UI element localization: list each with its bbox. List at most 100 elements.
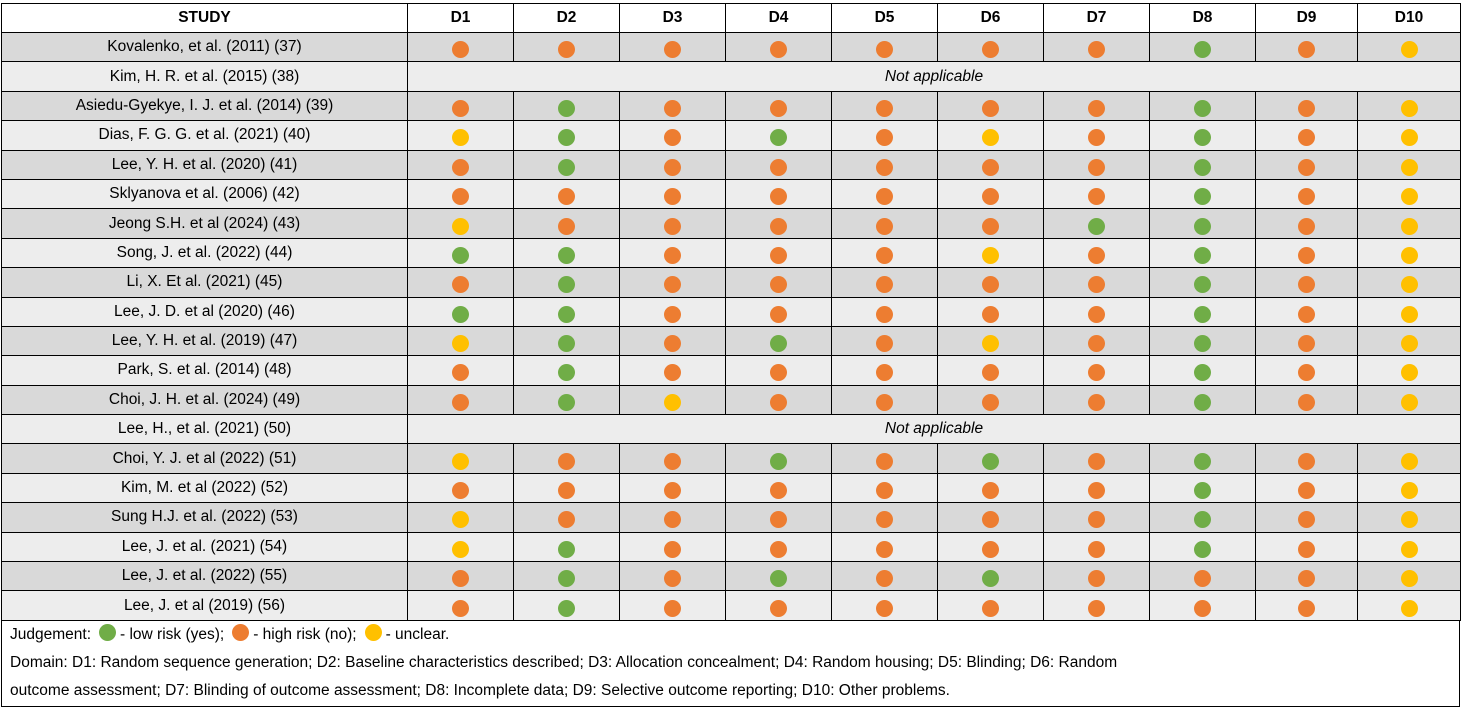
table-row: Jeong S.H. et al (2024) (43)	[1, 208, 1461, 239]
high-risk-dot-icon	[770, 482, 787, 500]
high-risk-dot-icon	[1298, 364, 1315, 382]
high-risk-dot-icon	[876, 217, 893, 235]
high-risk-dot-icon	[1088, 599, 1105, 617]
table-row: Lee, J. et al (2019) (56)	[1, 590, 1461, 621]
high-risk-dot-icon	[876, 99, 893, 117]
judgement-cell-d10	[1357, 355, 1461, 386]
judgement-cell-d5	[831, 90, 938, 122]
high-risk-dot-icon	[558, 188, 575, 206]
judgement-cell-d8	[1149, 355, 1256, 386]
high-risk-dot-icon	[876, 305, 893, 323]
low-risk-dot-icon	[770, 570, 787, 588]
judgement-cell-d10	[1357, 325, 1461, 357]
judgement-cell-d9	[1255, 296, 1358, 327]
high-risk-dot-icon	[770, 188, 787, 206]
study-name: Lee, J. et al (2019) (56)	[1, 590, 408, 621]
judgement-cell-d9	[1255, 590, 1358, 621]
table-row: Sung H.J. et al. (2022) (53)	[1, 502, 1461, 533]
high-risk-dot-icon	[452, 482, 469, 500]
high-risk-dot-icon	[982, 599, 999, 617]
judgement-cell-d2	[513, 296, 620, 327]
high-risk-dot-icon	[876, 129, 893, 147]
header-d10: D10	[1357, 3, 1461, 33]
judgement-cell-d9	[1255, 355, 1358, 386]
table-row: Dias, F. G. G. et al. (2021) (40)	[1, 120, 1461, 151]
high-risk-dot-icon	[452, 364, 469, 382]
judgement-cell-d1	[407, 90, 514, 122]
judgement-cell-d1	[407, 178, 514, 210]
unclear-dot-icon	[1400, 188, 1418, 206]
judgement-cell-d4	[725, 590, 832, 621]
high-risk-dot-icon	[1088, 276, 1105, 294]
unclear-dot-icon	[664, 393, 681, 411]
unclear-dot-icon	[1400, 217, 1418, 235]
judgement-cell-d1	[407, 149, 514, 180]
judgement-cell-d1	[407, 296, 514, 327]
high-risk-dot-icon	[452, 570, 469, 588]
judgement-cell-d7	[1043, 325, 1150, 357]
high-risk-dot-icon	[664, 158, 681, 176]
high-risk-dot-icon	[1088, 540, 1105, 558]
judgement-cell-d8	[1149, 149, 1256, 180]
judgement-cell-d2	[513, 31, 620, 63]
domain-legend-line-2: outcome assessment; D7: Blinding of outc…	[10, 681, 950, 699]
judgement-cell-d9	[1255, 502, 1358, 533]
judgement-cell-d3	[619, 31, 726, 63]
judgement-cell-d9	[1255, 31, 1358, 63]
judgement-cell-d1	[407, 325, 514, 357]
high-risk-dot-icon	[1298, 276, 1315, 294]
judgement-cell-d3	[619, 384, 726, 416]
judgement-cell-d1	[407, 502, 514, 533]
unclear-dot-icon	[1400, 335, 1418, 353]
header-row: STUDY D1 D2 D3 D4 D5 D6 D7 D8 D9 D10	[1, 3, 1461, 33]
judgement-cell-d10	[1357, 208, 1461, 239]
judgement-cell-d6	[937, 237, 1044, 269]
low-risk-dot-icon	[452, 305, 469, 323]
high-risk-dot-icon	[770, 305, 787, 323]
high-risk-dot-icon	[1298, 393, 1315, 411]
judgement-cell-d4	[725, 90, 832, 122]
low-risk-label: - low risk (yes);	[120, 625, 225, 643]
judgement-cell-d9	[1255, 267, 1358, 298]
judgement-cell-d7	[1043, 31, 1150, 63]
judgement-cell-d2	[513, 267, 620, 298]
judgement-cell-d2	[513, 355, 620, 386]
high-risk-dot-icon	[982, 364, 999, 382]
judgement-cell-d1	[407, 267, 514, 298]
risk-of-bias-table: STUDY D1 D2 D3 D4 D5 D6 D7 D8 D9 D10 Kovalenko, e…	[1, 3, 1461, 621]
judgement-cell-d10	[1357, 149, 1461, 180]
high-risk-dot-icon	[452, 393, 469, 411]
judgement-cell-d7	[1043, 178, 1150, 210]
high-risk-dot-icon	[452, 158, 469, 176]
judgement-cell-d1	[407, 531, 514, 563]
high-risk-dot-icon	[664, 305, 681, 323]
low-risk-dot-icon	[1194, 482, 1211, 500]
judgement-cell-d4	[725, 178, 832, 210]
judgement-cell-d1	[407, 237, 514, 269]
judgement-cell-d5	[831, 31, 938, 63]
unclear-dot-icon	[1400, 305, 1418, 323]
high-risk-dot-icon	[770, 393, 787, 411]
judgement-cell-d2	[513, 531, 620, 563]
judgement-cell-d8	[1149, 31, 1256, 63]
high-risk-dot-icon	[1088, 99, 1105, 117]
judgement-cell-d10	[1357, 590, 1461, 621]
judgement-cell-d3	[619, 531, 726, 563]
judgement-cell-d2	[513, 208, 620, 239]
judgement-cell-d10	[1357, 443, 1461, 474]
judgement-cell-d4	[725, 531, 832, 563]
judgement-cell-d6	[937, 561, 1044, 592]
high-risk-dot-icon	[664, 599, 681, 617]
low-risk-dot-icon	[770, 452, 787, 470]
judgement-cell-d6	[937, 325, 1044, 357]
high-risk-dot-icon	[1298, 511, 1315, 529]
judgement-cell-d2	[513, 325, 620, 357]
high-risk-dot-icon	[982, 188, 999, 206]
high-risk-dot-icon	[876, 41, 893, 59]
high-risk-dot-icon	[452, 188, 469, 206]
judgement-cell-d6	[937, 502, 1044, 533]
high-risk-dot-icon	[1088, 393, 1105, 411]
study-name: Park, S. et al. (2014) (48)	[1, 355, 408, 386]
high-risk-dot-icon	[1088, 570, 1105, 588]
high-risk-dot-icon	[1298, 305, 1315, 323]
